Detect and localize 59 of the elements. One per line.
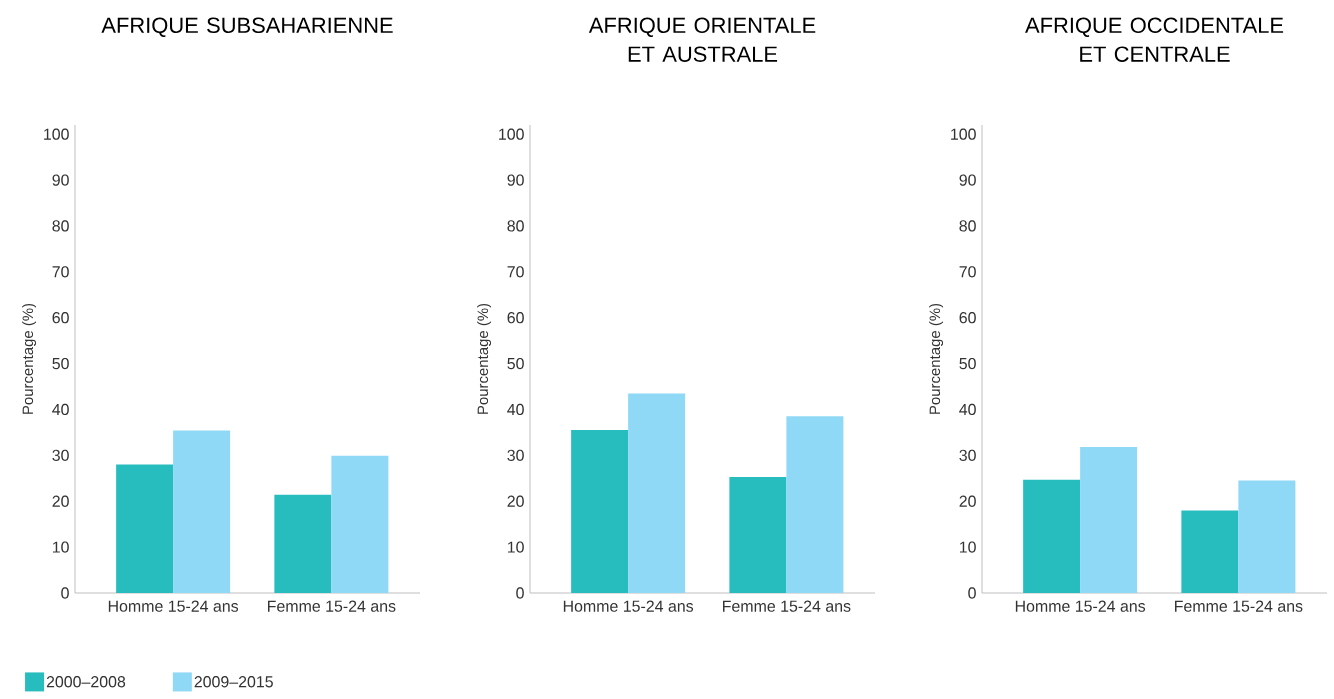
y-tick-label: 90 — [507, 174, 524, 186]
bar — [1181, 510, 1239, 593]
y-tick-label: 30 — [507, 449, 524, 461]
y-tick-label: 70 — [507, 266, 524, 278]
y-tick-label: 50 — [507, 357, 524, 370]
y-tick-label: 20 — [507, 495, 524, 507]
y-tick-label: 80 — [52, 220, 69, 232]
y-tick-label: 10 — [959, 541, 976, 553]
y-tick-label: 100 — [44, 128, 69, 140]
y-tick-label: 20 — [52, 495, 69, 507]
bar — [571, 430, 629, 593]
y-tick-label: 100 — [951, 128, 976, 140]
y-tick-label: 90 — [52, 174, 69, 186]
y-tick-label: 80 — [959, 220, 976, 232]
bar — [1023, 479, 1081, 593]
bar — [628, 393, 686, 593]
legend-label: 2009–2015 — [194, 676, 273, 688]
y-tick-label: 70 — [959, 266, 976, 278]
y-tick-label: 30 — [52, 449, 69, 461]
bar — [1080, 447, 1138, 593]
y-tick-label: 50 — [959, 357, 976, 370]
chart-title: AFRIQUE OCCIDENTALE ET CENTRALE — [1025, 17, 1284, 62]
y-tick-label: 60 — [52, 312, 69, 324]
chart-title: AFRIQUE SUBSAHARIENNE — [101, 17, 393, 37]
y-tick-label: 10 — [52, 541, 69, 553]
y-tick-label: 70 — [52, 266, 69, 278]
y-tick-label: 0 — [968, 587, 976, 599]
bar — [729, 476, 787, 593]
legend-label: 2000–2008 — [46, 676, 126, 688]
y-tick-label: 60 — [959, 312, 976, 324]
y-tick-label: 90 — [959, 174, 976, 186]
y-tick-label: 40 — [507, 403, 524, 416]
y-axis-title: Pourcentage (%) — [477, 303, 492, 414]
x-tick-label: Femme 15-24 ans — [1175, 600, 1303, 612]
y-tick-label: 40 — [959, 403, 976, 416]
x-tick-label: Homme 15-24 ans — [563, 600, 694, 612]
y-tick-label: 60 — [507, 312, 524, 324]
y-tick-label: 30 — [959, 449, 976, 461]
y-tick-label: 80 — [507, 220, 524, 232]
bar — [173, 430, 231, 593]
bar — [331, 455, 389, 593]
y-axis-title: Pourcentage (%) — [929, 303, 944, 414]
x-tick-label: Homme 15-24 ans — [1015, 600, 1146, 612]
bar — [1238, 480, 1296, 593]
bar — [274, 494, 332, 593]
y-tick-label: 0 — [516, 587, 524, 599]
y-tick-label: 20 — [959, 495, 976, 507]
y-tick-label: 10 — [507, 541, 524, 553]
y-tick-label: 0 — [61, 587, 69, 599]
bar — [786, 416, 844, 593]
chart-title: AFRIQUE ORIENTALE ET AUSTRALE — [588, 17, 816, 62]
y-axis-title: Pourcentage (%) — [22, 303, 37, 414]
x-tick-label: Femme 15-24 ans — [268, 600, 396, 612]
bar — [116, 464, 174, 593]
y-tick-label: 40 — [52, 403, 69, 416]
x-tick-label: Homme 15-24 ans — [108, 600, 239, 612]
x-tick-label: Femme 15-24 ans — [723, 600, 851, 612]
y-tick-label: 100 — [499, 128, 524, 140]
y-tick-label: 50 — [52, 357, 69, 370]
